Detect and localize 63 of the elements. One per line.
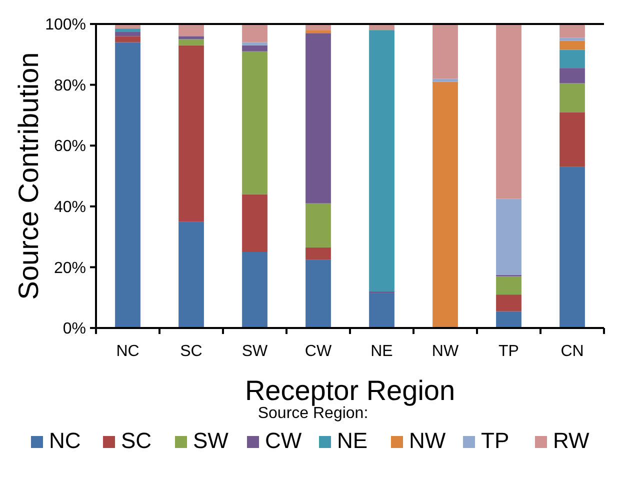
y-tick-label: 80% (54, 77, 86, 94)
bar (560, 166, 585, 328)
bar (496, 276, 522, 295)
legend-label: TP (481, 428, 510, 453)
x-tick-label: NW (432, 343, 460, 360)
bar (560, 68, 585, 84)
bar (115, 42, 140, 328)
legend-label: NE (337, 428, 368, 453)
bar (306, 203, 331, 248)
bar (115, 32, 140, 36)
bar (178, 36, 204, 40)
x-tick-label: NE (370, 343, 393, 360)
bar (115, 36, 140, 42)
x-tick-label: CN (560, 343, 584, 360)
legend-title: Source Region: (258, 405, 368, 422)
x-tick-label: SW (242, 343, 269, 360)
bar (306, 30, 331, 34)
bar (242, 24, 268, 42)
bar (306, 33, 331, 204)
legend-label: NC (49, 428, 81, 453)
y-tick-label: 40% (54, 199, 86, 216)
bar (369, 30, 394, 292)
bar (560, 112, 585, 167)
bar (242, 194, 268, 252)
legend-label: SW (193, 428, 229, 453)
y-tick-label: 60% (54, 138, 86, 156)
legend-label: CW (265, 428, 302, 453)
legend-label: NW (409, 428, 446, 453)
x-tick-label: SC (180, 343, 202, 360)
bar (306, 247, 331, 260)
bar (115, 28, 140, 32)
bar (496, 198, 522, 275)
bar (178, 24, 204, 36)
bar (560, 50, 585, 68)
legend-label: SC (121, 428, 152, 453)
bar (178, 222, 204, 328)
bar (496, 311, 522, 328)
bar (496, 24, 522, 199)
y-tick-label: 100% (45, 16, 86, 34)
bar (242, 42, 268, 46)
y-tick-label: 0% (62, 320, 86, 338)
bar (242, 45, 268, 52)
bar (560, 40, 585, 50)
bar (178, 39, 204, 46)
bar (242, 252, 268, 328)
bar (178, 45, 204, 222)
bar (496, 294, 522, 312)
bar (242, 51, 268, 194)
x-tick-label: TP (498, 343, 519, 360)
bar (432, 82, 458, 328)
bar (306, 260, 331, 328)
legend-label: RW (553, 428, 590, 453)
y-axis-title: Source Contribution (13, 52, 44, 300)
x-tick-label: NC (116, 343, 140, 360)
bar (560, 83, 585, 112)
y-tick-label: 20% (54, 260, 86, 277)
bar (560, 24, 585, 38)
bar (432, 78, 458, 82)
bar (432, 24, 458, 79)
x-tick-label: CW (304, 343, 332, 360)
bar (560, 38, 585, 41)
x-axis-title: Receptor Region (244, 375, 456, 406)
bar (369, 293, 394, 328)
